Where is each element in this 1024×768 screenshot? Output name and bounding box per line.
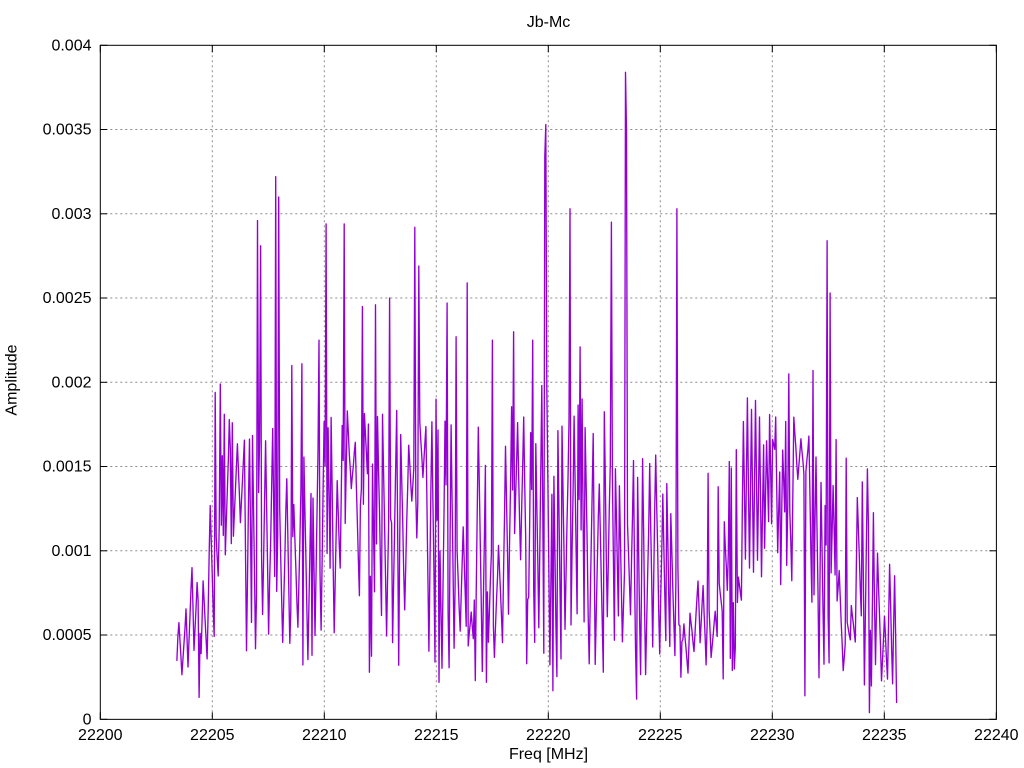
svg-text:0: 0 (83, 711, 92, 728)
svg-text:22230: 22230 (750, 727, 795, 744)
svg-text:22235: 22235 (862, 727, 907, 744)
svg-text:22205: 22205 (190, 727, 235, 744)
svg-text:22200: 22200 (78, 727, 123, 744)
svg-text:0.004: 0.004 (51, 37, 91, 54)
svg-text:22220: 22220 (526, 727, 571, 744)
svg-text:0.001: 0.001 (51, 543, 91, 560)
svg-text:22240: 22240 (974, 727, 1019, 744)
svg-text:0.0005: 0.0005 (43, 627, 92, 644)
svg-text:0.0015: 0.0015 (43, 459, 92, 476)
svg-text:0.002: 0.002 (51, 374, 91, 391)
svg-text:0.003: 0.003 (51, 206, 91, 223)
svg-text:22210: 22210 (302, 727, 347, 744)
svg-text:0.0035: 0.0035 (43, 122, 92, 139)
svg-text:Freq [MHz]: Freq [MHz] (509, 746, 588, 763)
svg-text:0.0025: 0.0025 (43, 290, 92, 307)
svg-text:22225: 22225 (638, 727, 683, 744)
svg-text:Amplitude: Amplitude (4, 344, 21, 415)
svg-text:Jb-Mc: Jb-Mc (527, 14, 571, 31)
svg-text:22215: 22215 (414, 727, 459, 744)
